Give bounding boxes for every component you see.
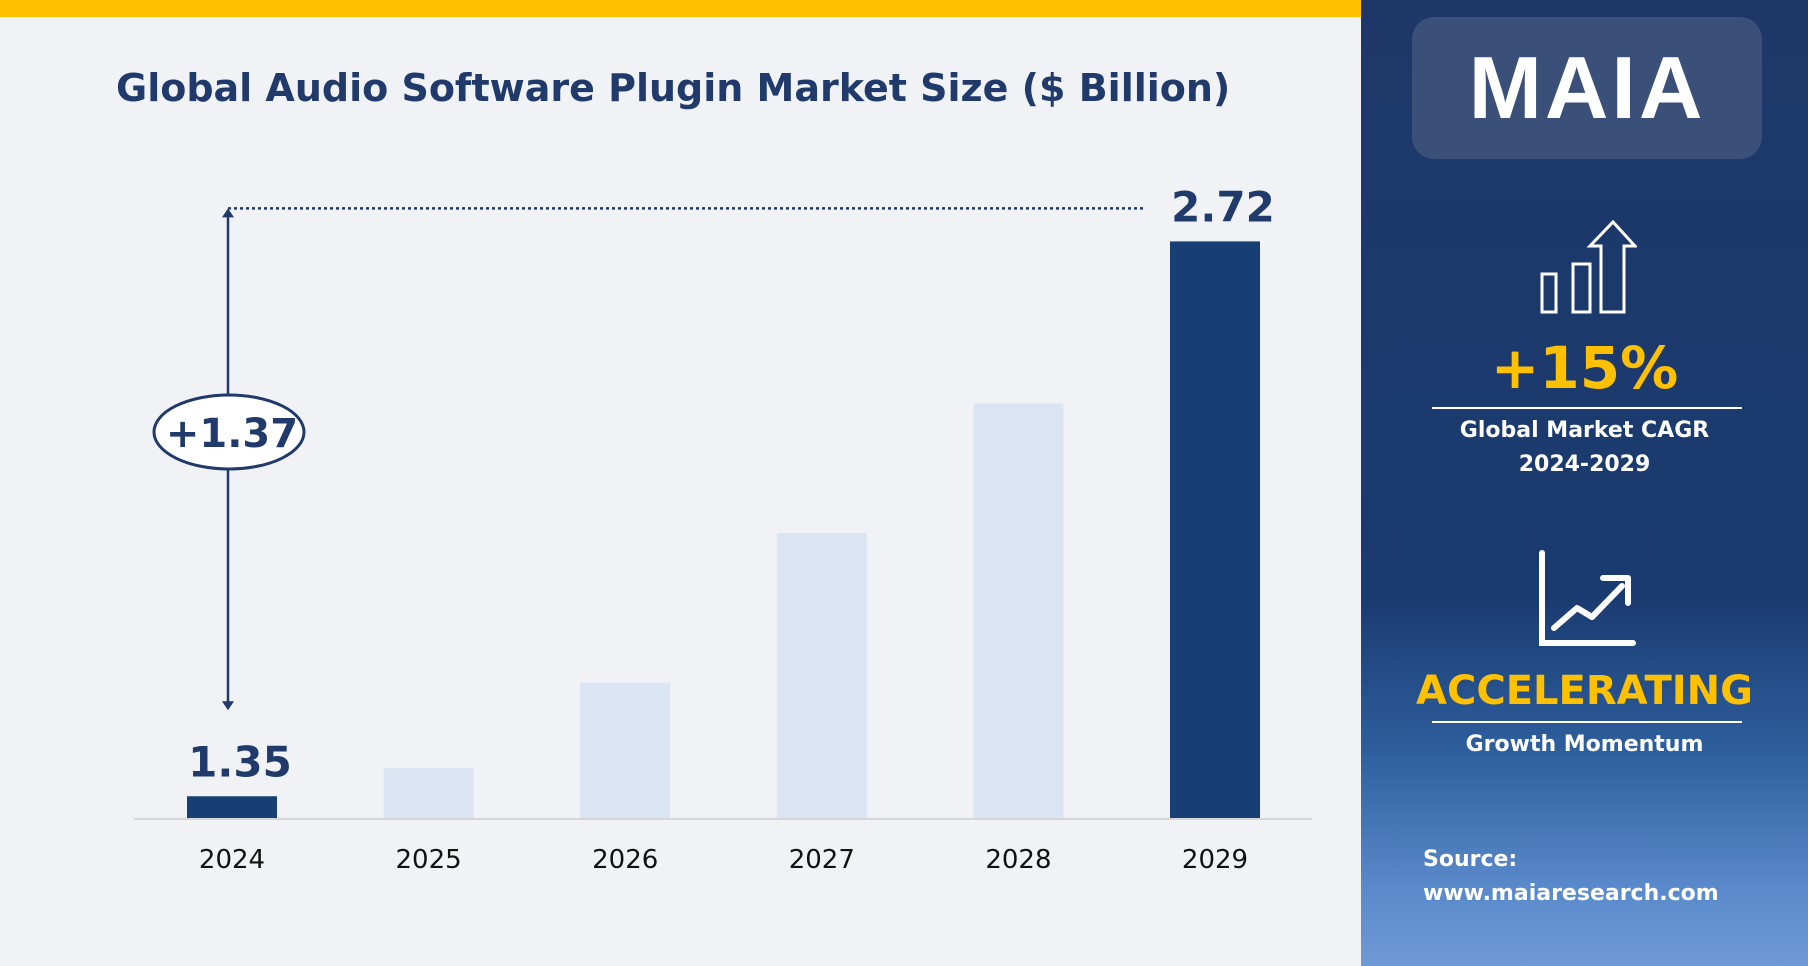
x-tick-label: 2026 [592,845,658,875]
x-tick-label: 2029 [1182,845,1248,875]
cagr-label: Global Market CAGR [1459,418,1710,443]
chart-title: Global Audio Software Plugin Market Size… [116,66,1231,110]
data-label: 1.35 [188,737,292,786]
source-label: Source: [1423,847,1518,872]
difference-label: +1.37 [166,411,298,457]
top-accent-bar [0,0,1361,17]
bar-growth-arrow-icon [1540,219,1637,314]
momentum-value: ACCELERATING [1416,668,1753,714]
bar-2024 [187,796,277,818]
bar-2025 [383,767,474,818]
bar-2026 [580,682,671,818]
line-chart-trend-icon [1539,550,1636,646]
x-tick-label: 2025 [396,845,462,875]
source-url[interactable]: www.maiaresearch.com [1423,881,1719,906]
divider [1432,407,1742,409]
bar-2028 [973,403,1064,818]
data-label: 2.72 [1171,182,1275,231]
arrow-head-up [222,208,234,218]
x-tick-label: 2028 [985,845,1051,875]
cagr-value: +15% [1490,334,1679,402]
x-tick-label: 2024 [199,845,265,875]
divider [1432,721,1742,723]
momentum-label: Growth Momentum [1465,732,1704,757]
difference-badge [152,393,306,471]
maia-logo: MAIA [1412,17,1762,159]
cagr-period: 2024-2029 [1518,452,1651,477]
arrow-head-down [222,701,234,711]
bar-chart: 2024 1.35 2025 2026 2027 2028 2029 2.72 +1.37 [134,182,1312,875]
x-tick-label: 2027 [789,845,855,875]
summary-panel: MAIA +15% Global Market CAGR 2024-2029 A… [1361,0,1808,966]
bar-2027 [776,533,867,818]
bar-2029 [1170,241,1260,818]
